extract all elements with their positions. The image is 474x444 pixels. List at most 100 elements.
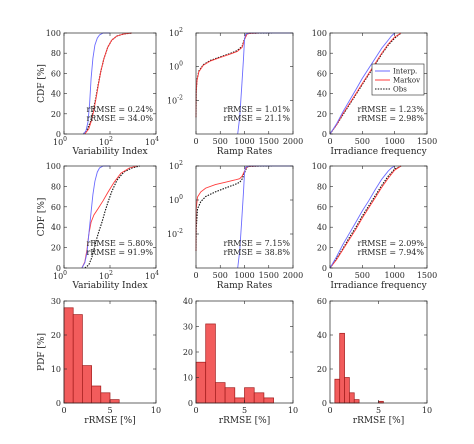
y-tick-label: 100 — [169, 194, 183, 205]
rrmse-annotation: rRMSE = 5.80% — [86, 239, 153, 248]
x-tick-label: 10 — [422, 406, 432, 415]
y-tick-label: 0 — [56, 130, 61, 139]
x-tick-label: 0 — [193, 271, 198, 280]
y-tick-label: 0 — [188, 399, 193, 408]
y-tick-label: 60 — [317, 297, 327, 306]
rrmse-annotation: rRMSE = 7.15% — [223, 239, 290, 248]
x-tick-label: 1000 — [234, 271, 254, 280]
x-tick-label: 0 — [327, 271, 332, 280]
subplot-r3-c3: 0 5 10 0 20 40 60 rRMSE [%] — [317, 297, 432, 426]
x-tick-label: 0 — [193, 406, 198, 415]
histogram-bar — [224, 387, 236, 404]
histogram-bar — [244, 387, 255, 404]
legend-label: Markov — [393, 77, 420, 85]
legend-label: Interp. — [393, 68, 417, 76]
histogram-bar — [263, 397, 274, 404]
y-tick-label: 60 — [51, 69, 61, 78]
x-tick-label: 1500 — [259, 137, 279, 146]
histogram-bar — [109, 399, 120, 404]
y-tick-label: 0 — [56, 399, 61, 408]
y-tick-label: 0 — [322, 130, 327, 139]
y-tick-label: 0 — [322, 399, 327, 408]
y-tick-label: 80 — [317, 49, 327, 58]
y-tick-label: 20 — [51, 110, 61, 119]
y-tick-label: 100 — [312, 162, 327, 171]
y-tick-label: 100 — [46, 29, 61, 38]
y-tick-label: 60 — [317, 203, 327, 212]
plot-area — [64, 33, 156, 134]
histogram-bar — [195, 361, 207, 404]
y-tick-label: 30 — [183, 323, 193, 332]
x-tick-label: 104 — [145, 270, 159, 281]
histogram-bar — [82, 365, 92, 404]
subplot-r1-c3: 0 500 1000 1500 0 20 40 60 80 100 Irradiance frequ… — [312, 29, 437, 157]
x-tick-label: 1500 — [417, 137, 437, 146]
y-tick-label: 60 — [51, 203, 61, 212]
x-tick-label: 5 — [242, 406, 247, 415]
x-tick-label: 1000 — [234, 137, 254, 146]
x-axis-label: Variability Index — [71, 147, 147, 157]
series-line-interp — [329, 32, 396, 135]
histogram-bar — [63, 307, 74, 404]
series-line-obs — [329, 32, 402, 135]
y-tick-label: 80 — [317, 182, 327, 191]
x-tick-label: 500 — [355, 137, 370, 146]
plot-area — [196, 33, 293, 134]
axes-box — [329, 32, 428, 135]
plot-area — [330, 166, 427, 268]
y-tick-label: 20 — [317, 244, 327, 253]
x-tick-label: 0 — [327, 137, 332, 146]
y-tick-label: 80 — [51, 49, 61, 58]
plot-area — [196, 166, 293, 268]
series-line-obs — [84, 165, 141, 269]
rrmse-annotation: rRMSE = 2.09% — [357, 239, 424, 248]
y-tick-label: 10 — [51, 365, 61, 374]
y-tick-label: 102 — [169, 27, 183, 38]
histogram-bar — [349, 392, 355, 404]
y-tick-label: 20 — [317, 365, 327, 374]
rrmse-annotation: rRMSE = 21.1% — [223, 114, 290, 123]
x-tick-label: 100 — [53, 270, 67, 281]
x-axis-label: rRMSE [%] — [219, 416, 270, 426]
legend-label: Obs — [393, 86, 407, 94]
series-line-interp — [81, 165, 110, 269]
rrmse-annotation: rRMSE = 38.8% — [223, 248, 290, 257]
y-tick-label: 40 — [317, 90, 327, 99]
y-tick-label: 20 — [51, 331, 61, 340]
histogram-bar — [205, 323, 216, 404]
x-tick-label: 1000 — [384, 271, 404, 280]
series-line-markov — [329, 165, 402, 269]
rrmse-annotation: rRMSE = 7.94% — [357, 248, 424, 257]
axes-box — [329, 165, 428, 269]
x-tick-label: 104 — [145, 136, 159, 147]
series-line-markov — [329, 32, 402, 135]
histogram-bar — [91, 385, 102, 404]
x-tick-label: 500 — [213, 271, 228, 280]
histogram-bar — [339, 332, 345, 404]
y-tick-label: 80 — [51, 182, 61, 191]
series-line-markov — [84, 32, 132, 135]
y-tick-label: 40 — [51, 223, 61, 232]
x-axis-label: rRMSE [%] — [84, 416, 135, 426]
y-tick-label: 0 — [322, 264, 327, 273]
y-tick-label: 100 — [169, 61, 183, 72]
y-tick-label: 10-2 — [167, 94, 183, 105]
x-tick-label: 1000 — [384, 137, 404, 146]
subplot-r2-c3: 0 500 1000 1500 0 20 40 60 80 100 Irradiance frequ… — [312, 162, 437, 291]
subplot-r2-c2: 0 500 1000 1500 2000 10-2 100 102 Ramp Rates rRMS… — [167, 160, 303, 291]
subplot-r3-c2: 0 5 10 0 10 20 30 40 rRMSE [%] — [183, 297, 298, 426]
x-axis-label: rRMSE [%] — [353, 416, 404, 426]
y-tick-label: 100 — [312, 29, 327, 38]
y-tick-label: 10-2 — [167, 228, 183, 239]
y-tick-label: 40 — [317, 223, 327, 232]
rrmse-annotation: rRMSE = 91.9% — [86, 248, 153, 257]
x-axis-label: Ramp Rates — [217, 281, 273, 291]
y-tick-label: 40 — [51, 90, 61, 99]
y-tick-label: 20 — [317, 110, 327, 119]
y-tick-label: 20 — [51, 244, 61, 253]
series-line-obs — [195, 32, 289, 118]
histogram-bar — [253, 392, 265, 404]
x-tick-label: 2000 — [283, 271, 303, 280]
x-tick-label: 5 — [376, 406, 381, 415]
